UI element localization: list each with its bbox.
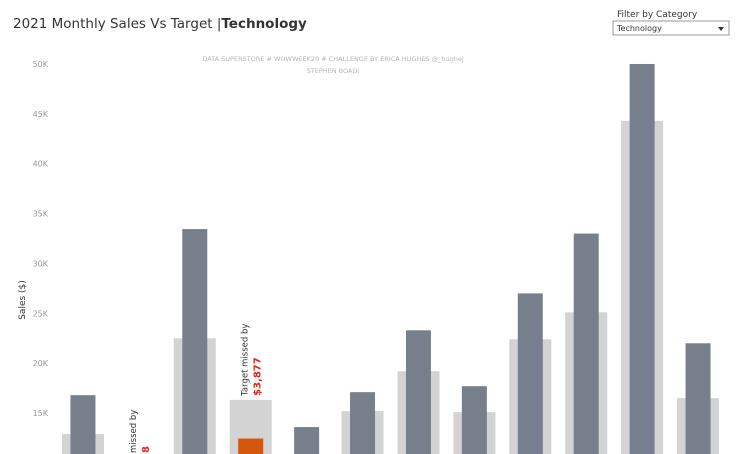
subtitle: STEPHEN BOADI (307, 67, 360, 75)
filter-label: Filter by Category (617, 10, 698, 20)
sales-bar (294, 427, 320, 454)
y-tick-label: 30K (33, 259, 49, 268)
sales-bar (350, 392, 376, 454)
y-tick-label: 40K (33, 160, 49, 169)
y-tick-label: 35K (33, 210, 49, 219)
sales-bar (70, 395, 96, 454)
annotation-text: Target missed by (241, 324, 251, 397)
title-text: 2021 Monthly Sales Vs Target | (13, 16, 221, 32)
y-tick-label: 25K (33, 309, 49, 318)
sales-bar (629, 63, 655, 454)
y-tick-label: 45K (33, 110, 49, 119)
subtitle: DATA SUPERSTORE # WOWWEEK20 # CHALLENGE … (202, 55, 464, 63)
sales-bar (182, 229, 208, 454)
sales-bar (573, 233, 599, 454)
dropdown-arrow[interactable] (718, 27, 724, 31)
annotation-value: $3,877 (253, 357, 264, 396)
sales-bar (685, 343, 711, 454)
chart-title: 2021 Monthly Sales Vs Target |Technology (13, 16, 307, 32)
sales-bar (517, 293, 543, 454)
annotation-value: 8 (141, 446, 152, 453)
title-category: Technology (221, 16, 307, 32)
dropdown-value[interactable]: Technology (616, 24, 662, 33)
filter-dropdown[interactable]: Technology (612, 20, 730, 36)
sales-bar (405, 330, 431, 454)
sales-bar (461, 386, 487, 454)
y-tick-label: 15K (33, 409, 49, 418)
dropdown-box[interactable] (612, 20, 730, 36)
y-tick-label: 50K (33, 60, 49, 69)
y-axis-label: Sales ($) (18, 280, 28, 320)
annotation-text: missed by (129, 410, 139, 453)
y-tick-label: 20K (33, 359, 49, 368)
sales-bar (238, 438, 264, 454)
